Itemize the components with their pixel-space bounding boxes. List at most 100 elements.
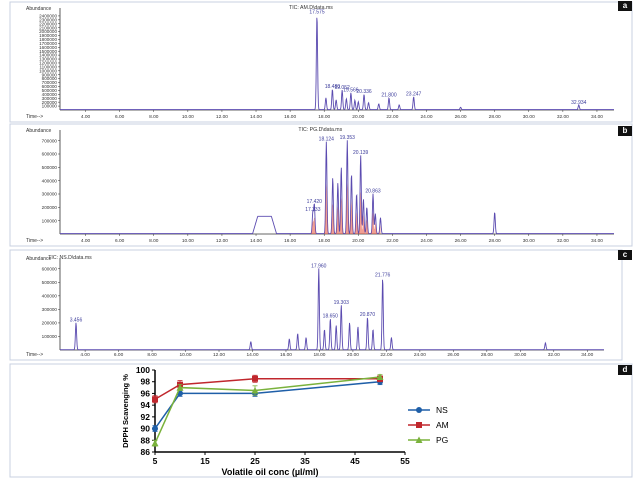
x-tick-label: 8.00 <box>149 114 159 120</box>
y-tick-label: 2000000 <box>39 29 57 34</box>
y-tick-label: 100000 <box>42 334 58 339</box>
y-tick-label: 98 <box>141 377 151 387</box>
y-tick-label: 200000 <box>42 321 58 326</box>
tic-trace <box>60 17 614 111</box>
x-tick-label: 14.00 <box>250 238 262 244</box>
x-tick-label: 6.00 <box>114 352 124 358</box>
x-tick-label: 22.00 <box>386 238 398 244</box>
x-tick-label: 28.00 <box>489 114 501 120</box>
x-tick-label: 22.00 <box>386 114 398 120</box>
y-tick-label: 94 <box>141 400 151 410</box>
chromatogram-panel-b: Abundance 100000 200000 300000 400000 500000 6… <box>9 123 633 247</box>
peak-label: 19.303 <box>334 300 350 306</box>
x-tick-label: 45 <box>350 456 360 466</box>
x-tick-label: 18.00 <box>318 238 330 244</box>
data-point <box>416 407 422 413</box>
x-tick-label: 34.00 <box>591 114 603 120</box>
peak-label: 18.480 <box>325 84 341 90</box>
y-tick-label: 2400000 <box>39 14 57 19</box>
y-tick-label: 300000 <box>42 96 58 101</box>
y-axis-title: Abundance <box>26 128 52 134</box>
peak-label: 3.456 <box>70 317 83 323</box>
y-tick-label: 300000 <box>42 192 58 197</box>
x-axis-title: Time--> <box>26 238 43 244</box>
y-tick-label: 400000 <box>42 293 58 298</box>
x-tick-label: 55 <box>400 456 410 466</box>
panel-letter-d: d <box>618 365 632 375</box>
x-tick-label: 16.00 <box>280 352 292 358</box>
x-axis-title: Time--> <box>26 352 43 358</box>
data-point <box>376 373 384 381</box>
series-line <box>154 378 380 400</box>
tic-trace <box>60 268 604 351</box>
panel-frame <box>9 123 633 247</box>
y-tick-label: 200000 <box>42 100 58 105</box>
x-tick-label: 20.00 <box>352 114 364 120</box>
y-tick-label: 700000 <box>42 80 58 85</box>
x-tick-label: 6.00 <box>115 114 125 120</box>
peak-label: 20.336 <box>356 89 372 95</box>
x-tick-label: 8.00 <box>149 238 159 244</box>
y-tick-label: 400000 <box>42 92 58 97</box>
panel-letter-a: a <box>618 1 632 11</box>
y-tick-label: 1000000 <box>39 68 57 73</box>
chart-title: TIC: PG.D\data.ms <box>298 127 342 133</box>
legend-label: NS <box>436 405 448 415</box>
y-tick-label: 700000 <box>42 138 58 143</box>
x-tick-label: 30.00 <box>514 352 526 358</box>
legend-label: PG <box>436 435 448 445</box>
y-tick-label: 300000 <box>42 307 58 312</box>
x-tick-label: 18.00 <box>313 352 325 358</box>
panel-frame <box>9 249 623 361</box>
x-tick-label: 26.00 <box>455 238 467 244</box>
series-line <box>154 380 381 430</box>
x-tick-label: 30.00 <box>523 114 535 120</box>
y-tick-label: 400000 <box>42 178 58 183</box>
x-tick-label: 16.00 <box>284 238 296 244</box>
x-tick-label: 32.00 <box>557 238 569 244</box>
y-tick-label: 1700000 <box>39 41 57 46</box>
x-tick-label: 8.00 <box>147 352 157 358</box>
y-axis-title: Abundance <box>26 6 52 12</box>
x-tick-label: 14.00 <box>246 352 258 358</box>
y-tick-label: 90 <box>141 424 151 434</box>
panel-letter-b: b <box>618 126 632 136</box>
x-tick-label: 30.00 <box>523 238 535 244</box>
data-point <box>252 375 258 382</box>
chart-title: TIC: NS.D\data.ms <box>48 255 92 261</box>
data-point <box>251 387 259 394</box>
x-tick-label: 4.00 <box>81 238 91 244</box>
y-tick-label: 200000 <box>42 205 58 210</box>
y-tick-label: 1900000 <box>39 33 57 38</box>
panel-letter-c: c <box>618 250 632 260</box>
chart-title: TIC: AM.D\data.ms <box>289 5 333 11</box>
y-tick-label: 1300000 <box>39 57 57 62</box>
y-tick-label: 1600000 <box>39 45 57 50</box>
peak-label: 17.333 <box>305 207 321 213</box>
x-axis-title: Time--> <box>26 114 43 120</box>
peak-label: 21.776 <box>375 273 391 279</box>
y-tick-label: 600000 <box>42 152 58 157</box>
data-point <box>152 425 158 432</box>
peak-label: 17.960 <box>311 263 327 269</box>
y-tick-label: 900000 <box>42 72 58 77</box>
integrated-area <box>310 182 381 234</box>
x-tick-label: 18.00 <box>318 114 330 120</box>
peak-label: 18.650 <box>323 313 339 319</box>
x-tick-label: 24.00 <box>420 114 432 120</box>
x-tick-label: 25 <box>250 456 260 466</box>
data-point <box>152 396 158 403</box>
x-tick-label: 24.00 <box>414 352 426 358</box>
y-tick-label: 100 <box>136 365 150 375</box>
x-tick-label: 15 <box>200 456 210 466</box>
y-tick-label: 88 <box>141 435 151 445</box>
x-tick-label: 10.00 <box>182 114 194 120</box>
data-point <box>151 439 159 447</box>
x-tick-label: 24.00 <box>420 238 432 244</box>
y-tick-label: 1400000 <box>39 53 57 58</box>
y-tick-label: 2300000 <box>39 17 57 22</box>
peak-label: 17.575 <box>309 10 325 16</box>
y-tick-label: 92 <box>141 412 151 422</box>
y-tick-label: 96 <box>141 388 151 398</box>
